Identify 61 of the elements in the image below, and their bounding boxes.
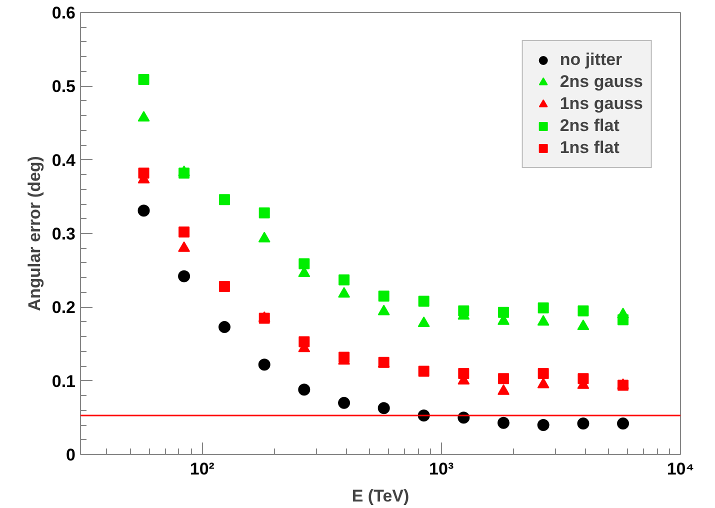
point — [537, 315, 550, 326]
point — [618, 314, 629, 326]
x-tick-label: 10³ — [429, 460, 454, 478]
point — [338, 352, 350, 363]
point — [538, 302, 549, 314]
x-tick-label: 10² — [190, 460, 215, 478]
y-tick-label: 0.2 — [52, 298, 76, 318]
point — [338, 287, 350, 298]
point — [218, 194, 230, 206]
point — [418, 296, 430, 307]
x-tick-label: 10⁴ — [666, 460, 694, 478]
x-axis-title: E (TeV) — [352, 486, 410, 506]
point — [338, 274, 350, 286]
legend-label: 2ns gauss — [560, 71, 643, 93]
point — [258, 232, 270, 242]
legend-label: 2ns flat — [560, 115, 620, 137]
point — [298, 336, 310, 348]
point — [537, 378, 550, 388]
point — [258, 358, 270, 371]
point — [138, 74, 150, 86]
point — [498, 416, 510, 429]
point — [218, 321, 230, 334]
point — [178, 226, 190, 238]
y-tick-label: 0.5 — [52, 77, 76, 96]
point — [578, 305, 589, 316]
point — [418, 366, 430, 377]
point — [578, 373, 589, 384]
point — [498, 306, 510, 318]
point — [298, 258, 310, 270]
point — [378, 402, 390, 414]
point — [418, 316, 430, 328]
point — [258, 207, 270, 218]
point — [378, 304, 390, 316]
point — [178, 168, 190, 179]
point — [338, 396, 350, 409]
point — [178, 241, 190, 252]
point — [138, 168, 150, 179]
y-tick-label: 0.1 — [52, 372, 76, 391]
y-tick-label: 0 — [66, 446, 76, 464]
y-tick-label: 0.6 — [52, 4, 76, 22]
legend-label: 1ns gauss — [560, 93, 643, 115]
point — [498, 373, 510, 384]
point — [138, 110, 150, 122]
y-tick-label: 0.3 — [52, 224, 76, 244]
y-axis-title: Angular error (deg) — [24, 156, 44, 311]
point — [617, 418, 630, 430]
point — [378, 290, 390, 302]
point — [538, 368, 549, 379]
point — [537, 419, 550, 432]
point — [498, 384, 510, 395]
point — [178, 270, 190, 282]
point — [298, 384, 310, 396]
point — [458, 305, 470, 316]
point — [577, 418, 590, 430]
legend-label: 1ns flat — [560, 137, 620, 159]
legend-label: no jitter — [560, 49, 622, 71]
point — [458, 368, 470, 379]
point — [577, 319, 590, 330]
y-tick-label: 0.4 — [52, 150, 76, 170]
point — [218, 281, 230, 292]
point — [138, 204, 150, 217]
